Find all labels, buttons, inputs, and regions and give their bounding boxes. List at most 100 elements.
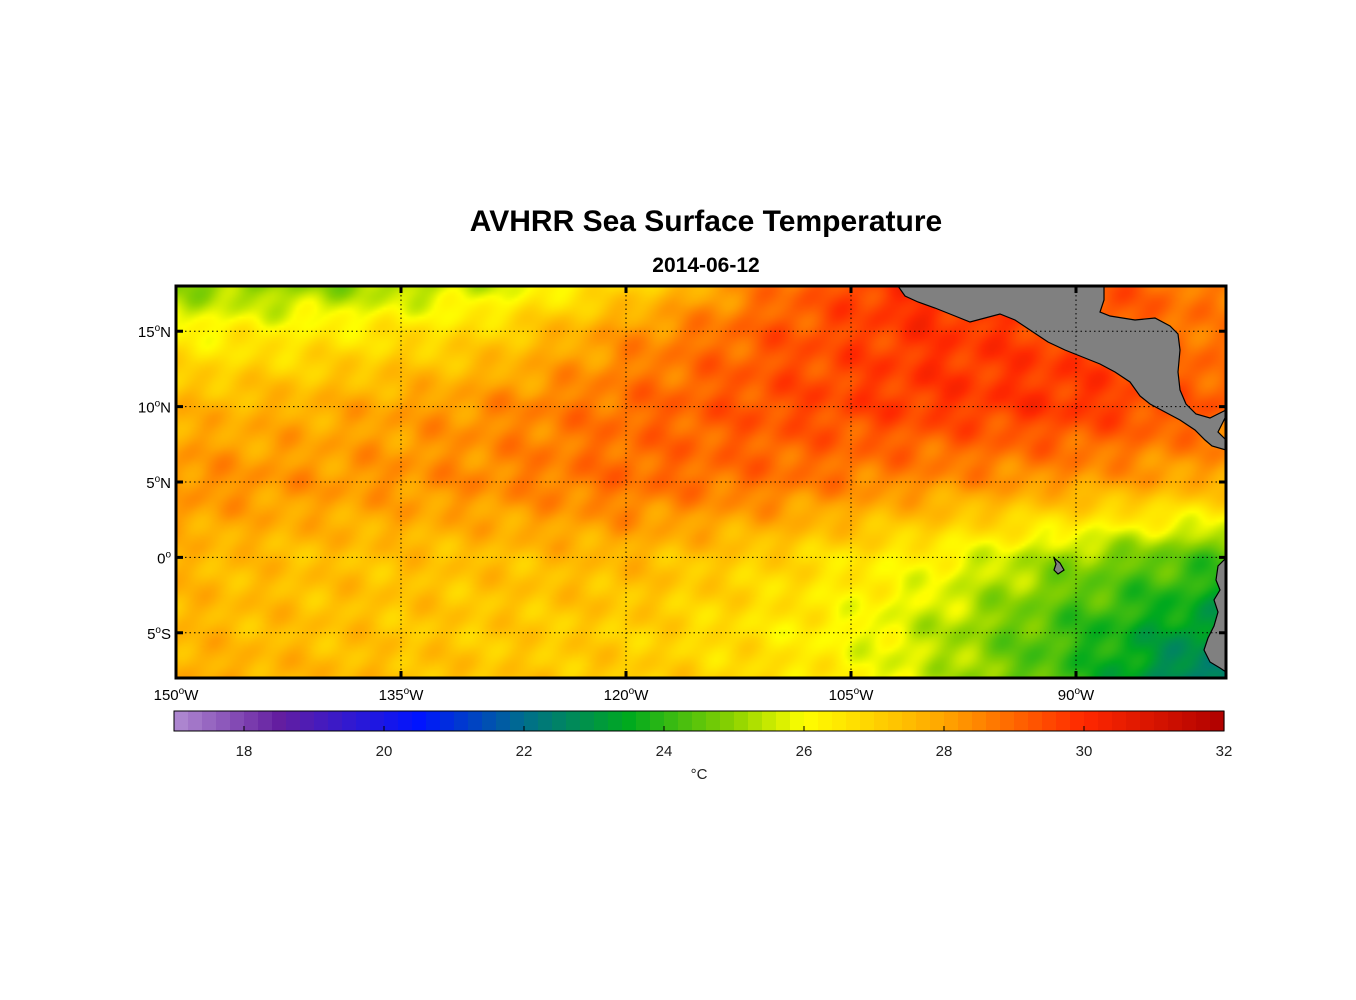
galapagos-island [1052,556,1065,575]
tick-hemisphere: W [409,687,424,704]
x-tick-label: 105oW [829,686,875,704]
tick-degrees: 5 [147,626,155,643]
colorbar-segment [804,711,819,731]
colorbar-segment [174,711,189,731]
colorbar-segment [1098,711,1113,731]
colorbar-segment [1126,711,1141,731]
tick-degrees: 120 [604,687,629,704]
colorbar-tick-label: 22 [516,743,533,760]
tick-degrees: 105 [829,687,854,704]
colorbar-segment [818,711,833,731]
x-tick-label: 90oW [1058,686,1095,704]
colorbar-segment [692,711,707,731]
y-tick-label: 15oN [138,323,171,341]
colorbar-tick-label: 32 [1216,743,1233,760]
x-tick-label: 150oW [154,686,200,704]
colorbar-segment [930,711,945,731]
colorbar-tick-label: 28 [936,743,953,760]
colorbar-segment [1140,711,1155,731]
colorbar-segment [356,711,371,731]
y-tick-label: 5oN [146,474,171,492]
land-layer [897,286,1226,673]
colorbar-segment [202,711,217,731]
colorbar-segment [720,711,735,731]
colorbar-segment [426,711,441,731]
colorbar-segment [1168,711,1183,731]
colorbar-segment [272,711,287,731]
colorbar-segment [888,711,903,731]
colorbar-segment [916,711,931,731]
colorbar-segment [552,711,567,731]
colorbar-segment [524,711,539,731]
colorbar-segment [972,711,987,731]
colorbar-segment [762,711,777,731]
tick-hemisphere: W [859,687,874,704]
tick-hemisphere: N [160,400,171,417]
colorbar-segment [258,711,273,731]
colorbar-segment [370,711,385,731]
tick-degree-sign: o [155,323,161,334]
y-tick-label: 5oS [147,625,171,643]
colorbar-segment [790,711,805,731]
colorbar-unit-label: °C [691,766,708,783]
y-tick-label: 10oN [138,399,171,417]
colorbar-segment [454,711,469,731]
colorbar-segment [860,711,875,731]
colorbar-segment [734,711,749,731]
tick-degrees: 90 [1058,687,1075,704]
colorbar-segment [832,711,847,731]
tick-degrees: 150 [154,687,179,704]
colorbar-segment [342,711,357,731]
colorbar-segment [384,711,399,731]
colorbar-tick-label: 24 [656,743,673,760]
chart-subtitle: 2014-06-12 [652,254,760,277]
colorbar-segment [230,711,245,731]
tick-degrees: 15 [138,324,155,341]
tick-degree-sign: o [854,686,860,697]
colorbar-segment [958,711,973,731]
colorbar-segment [328,711,343,731]
colorbar-segment [650,711,665,731]
colorbar-segment [776,711,791,731]
colorbar-tick-label: 30 [1076,743,1093,760]
colorbar-segment [1070,711,1085,731]
colorbar-tick-label: 18 [236,743,253,760]
tick-degree-sign: o [629,686,635,697]
x-tick-label: 120oW [604,686,650,704]
colorbar-frame [173,710,1225,732]
tick-degree-sign: o [1074,686,1080,697]
colorbar-segment [678,711,693,731]
colorbar-segment [412,711,427,731]
colorbar-tick-label: 20 [376,743,393,760]
colorbar-segment [286,711,301,731]
colorbar-segment [1084,711,1099,731]
tick-hemisphere: N [160,475,171,492]
chart-title: AVHRR Sea Surface Temperature [469,205,943,238]
colorbar-segment [1154,711,1169,731]
tick-degrees: 0 [157,550,165,567]
y-tick-label: 0o [157,549,171,567]
colorbar-segment [622,711,637,731]
tick-hemisphere: N [160,324,171,341]
colorbar-segment [440,711,455,731]
colorbar-segment [1028,711,1043,731]
colorbar: 18 20 22 24 26 28 30 32 °C [173,710,1233,783]
x-tick-label: 135oW [379,686,425,704]
colorbar-segment [594,711,609,731]
tick-degree-sign: o [155,399,161,410]
colorbar-segment [1014,711,1029,731]
colorbar-segment [748,711,763,731]
colorbar-segment [244,711,259,731]
colorbar-segment [468,711,483,731]
colorbar-segment [566,711,581,731]
colorbar-segment [538,711,553,731]
colorbar-segment [874,711,889,731]
colorbar-segment [482,711,497,731]
colorbar-segment [1112,711,1127,731]
colorbar-segment [846,711,861,731]
colorbar-segment [664,711,679,731]
colorbar-segment [1056,711,1071,731]
colorbar-segment [300,711,315,731]
colorbar-segment [314,711,329,731]
